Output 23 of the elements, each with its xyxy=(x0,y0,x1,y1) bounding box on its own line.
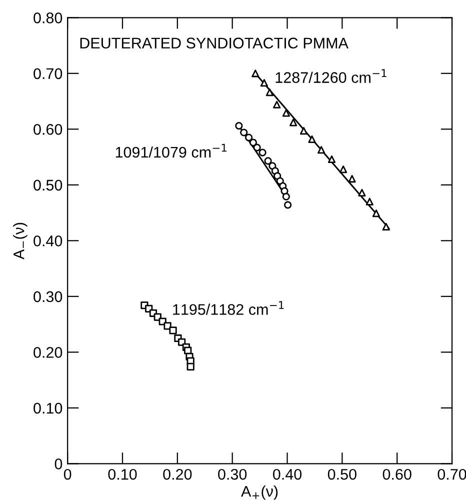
x-axis-title: A$_{+}$(ν) xyxy=(241,486,278,500)
y-tick-label: 0.20 xyxy=(34,347,62,358)
series-label: 1091/1079 cm$^{−1}$ xyxy=(116,144,226,158)
y-tick-label: 0.10 xyxy=(34,402,62,414)
y-tick-label: 0 xyxy=(54,458,62,470)
y-tick-label: 0.30 xyxy=(34,291,62,302)
y-tick-label: 0.50 xyxy=(34,180,62,191)
x-tick-label: 0.30 xyxy=(218,468,247,480)
y-tick-label: 0.60 xyxy=(34,124,62,135)
x-tick-label: 0.40 xyxy=(272,468,302,480)
series-label: 1195/1182 cm$^{−1}$ xyxy=(173,301,284,315)
x-tick-label: 0.10 xyxy=(108,468,137,480)
y-tick-label: 0.80 xyxy=(34,12,62,24)
y-tick-label: 0.70 xyxy=(34,68,62,80)
x-tick-label: 0.50 xyxy=(328,468,356,480)
y-tick-label: 0.40 xyxy=(34,236,62,246)
x-tick-label: 0.70 xyxy=(438,468,466,480)
annotation: DEUTERATED SYNDIOTACTIC PMMA xyxy=(80,38,348,49)
x-tick-label: 0.20 xyxy=(163,468,192,480)
x-tick-label: 0.60 xyxy=(382,468,412,480)
x-tick-label: 0 xyxy=(64,468,72,480)
y-axis-title: A$_{−}$(ν) xyxy=(13,222,28,260)
series-label: 1287/1260 cm$^{−1}$ xyxy=(276,69,386,83)
